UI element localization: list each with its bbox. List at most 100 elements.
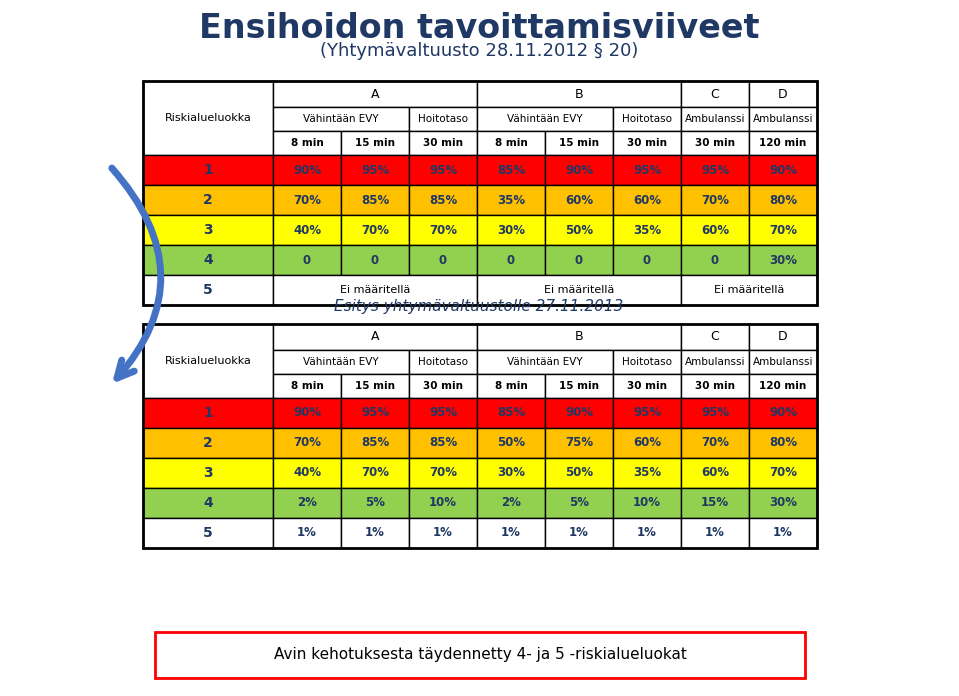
Bar bbox=[681, 398, 749, 428]
Text: 85%: 85% bbox=[429, 193, 457, 207]
Text: Vähintään EVY: Vähintään EVY bbox=[507, 114, 583, 124]
Text: 0: 0 bbox=[371, 253, 379, 267]
Text: 5%: 5% bbox=[365, 496, 385, 509]
Bar bbox=[477, 155, 545, 185]
Bar bbox=[749, 81, 817, 107]
Bar bbox=[341, 245, 409, 275]
Bar bbox=[681, 488, 749, 518]
Bar bbox=[341, 155, 409, 185]
Bar bbox=[613, 398, 681, 428]
Bar bbox=[749, 428, 817, 458]
Bar bbox=[409, 374, 477, 398]
Bar bbox=[273, 350, 409, 374]
Bar bbox=[681, 245, 749, 275]
Text: 5: 5 bbox=[203, 526, 213, 540]
Bar bbox=[273, 398, 341, 428]
Bar bbox=[273, 275, 477, 305]
Text: 40%: 40% bbox=[292, 223, 321, 237]
Bar bbox=[273, 518, 341, 548]
Bar bbox=[143, 324, 273, 398]
Text: D: D bbox=[778, 331, 787, 344]
Text: Vähintään EVY: Vähintään EVY bbox=[507, 357, 583, 367]
Text: 0: 0 bbox=[439, 253, 447, 267]
Text: Vähintään EVY: Vähintään EVY bbox=[303, 114, 379, 124]
Text: 0: 0 bbox=[303, 253, 311, 267]
Bar bbox=[273, 155, 341, 185]
Text: 70%: 70% bbox=[361, 466, 389, 480]
Bar bbox=[273, 81, 477, 107]
Bar bbox=[681, 374, 749, 398]
Text: Avin kehotuksesta täydennetty 4- ja 5 -riskialueluokat: Avin kehotuksesta täydennetty 4- ja 5 -r… bbox=[273, 647, 687, 663]
Text: 5: 5 bbox=[203, 283, 213, 297]
Bar bbox=[409, 518, 477, 548]
Text: 1%: 1% bbox=[433, 526, 453, 539]
Bar bbox=[341, 374, 409, 398]
Bar bbox=[273, 324, 477, 350]
Bar bbox=[681, 215, 749, 245]
Text: 30%: 30% bbox=[769, 253, 797, 267]
Text: 3: 3 bbox=[203, 466, 213, 480]
Bar bbox=[341, 518, 409, 548]
Bar bbox=[341, 185, 409, 215]
Text: Vähintään EVY: Vähintään EVY bbox=[303, 357, 379, 367]
Bar bbox=[749, 215, 817, 245]
Text: 2: 2 bbox=[203, 436, 213, 450]
Text: Riskialueluokka: Riskialueluokka bbox=[165, 113, 251, 123]
Text: 95%: 95% bbox=[633, 406, 661, 420]
Text: 10%: 10% bbox=[429, 496, 457, 509]
Text: 70%: 70% bbox=[293, 193, 321, 207]
Bar bbox=[477, 107, 613, 131]
Bar bbox=[409, 131, 477, 155]
Bar bbox=[477, 458, 545, 488]
Bar bbox=[341, 215, 409, 245]
Bar bbox=[477, 398, 545, 428]
Bar bbox=[545, 215, 613, 245]
Bar bbox=[613, 245, 681, 275]
Bar bbox=[749, 324, 817, 350]
Bar bbox=[613, 215, 681, 245]
Text: 90%: 90% bbox=[292, 164, 321, 177]
Text: 1: 1 bbox=[203, 163, 213, 177]
Text: 30 min: 30 min bbox=[423, 381, 463, 391]
Bar bbox=[143, 245, 273, 275]
Text: Ensihoidon tavoittamisviiveet: Ensihoidon tavoittamisviiveet bbox=[199, 12, 760, 45]
Bar bbox=[681, 107, 749, 131]
Bar bbox=[409, 398, 477, 428]
Bar bbox=[477, 215, 545, 245]
Text: 15 min: 15 min bbox=[355, 138, 395, 148]
Bar bbox=[477, 245, 545, 275]
Bar bbox=[477, 350, 613, 374]
Bar bbox=[143, 458, 273, 488]
Text: 80%: 80% bbox=[769, 193, 797, 207]
Text: 90%: 90% bbox=[769, 164, 797, 177]
Bar bbox=[681, 350, 749, 374]
Text: 30 min: 30 min bbox=[627, 138, 667, 148]
Text: Ambulanssi: Ambulanssi bbox=[685, 114, 745, 124]
Text: 0: 0 bbox=[507, 253, 515, 267]
Text: 85%: 85% bbox=[361, 436, 389, 450]
Text: 90%: 90% bbox=[292, 406, 321, 420]
Bar bbox=[613, 155, 681, 185]
Bar bbox=[273, 374, 341, 398]
Text: 1%: 1% bbox=[637, 526, 657, 539]
Text: 95%: 95% bbox=[361, 406, 389, 420]
Bar bbox=[477, 428, 545, 458]
Text: 60%: 60% bbox=[701, 223, 729, 237]
Text: 60%: 60% bbox=[565, 193, 593, 207]
Bar bbox=[545, 428, 613, 458]
Bar bbox=[409, 215, 477, 245]
Bar bbox=[613, 374, 681, 398]
Text: 70%: 70% bbox=[429, 466, 457, 480]
Text: Ambulanssi: Ambulanssi bbox=[685, 357, 745, 367]
Text: 30%: 30% bbox=[769, 496, 797, 509]
Text: 1%: 1% bbox=[297, 526, 316, 539]
Bar bbox=[749, 131, 817, 155]
Text: 15 min: 15 min bbox=[559, 381, 599, 391]
Text: 120 min: 120 min bbox=[760, 381, 807, 391]
Bar bbox=[613, 488, 681, 518]
Text: 8 min: 8 min bbox=[291, 381, 323, 391]
Bar bbox=[749, 107, 817, 131]
Text: 2: 2 bbox=[203, 193, 213, 207]
Text: 10%: 10% bbox=[633, 496, 661, 509]
Bar bbox=[681, 81, 749, 107]
